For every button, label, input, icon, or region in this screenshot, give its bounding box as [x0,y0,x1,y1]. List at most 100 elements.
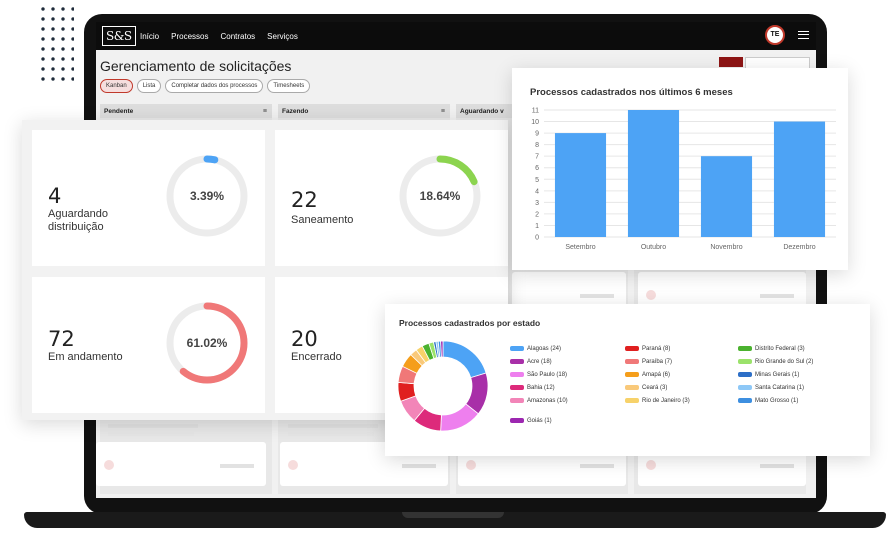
card-status-dot [646,290,656,300]
bar[interactable] [773,121,826,237]
card-text-placeholder [760,294,794,298]
dot-pattern-decoration [38,4,74,84]
y-tick-label: 7 [535,154,539,161]
legend-item[interactable]: Amapá (6) [625,371,670,379]
legend-label: Rio Grande do Sul (2) [755,359,814,365]
main-nav: Início Processos Contratos Serviços [140,22,298,50]
legend-item[interactable]: Acre (18) [510,358,552,366]
legend-item[interactable]: Mato Grosso (1) [738,397,798,405]
kanban-card[interactable] [96,442,266,486]
y-tick-label: 3 [535,200,539,207]
app-logo[interactable]: S&S [102,26,136,46]
legend-label: São Paulo (18) [527,372,568,378]
legend-label: Santa Catarina (1) [755,385,805,391]
donut-chart-panel: Processos cadastrados por estado Alagoas… [385,304,870,456]
column-sort-icon[interactable]: ≡ [262,108,267,115]
stat-label: Saneamento [291,214,354,226]
legend-item[interactable]: Santa Catarina (1) [738,384,804,392]
donut-slice[interactable] [440,340,444,358]
legend-item[interactable]: Distrito Federal (3) [738,345,805,353]
column-title: Aguardando v [460,108,504,115]
tab-completar-dados[interactable]: Completar dados dos processos [165,79,264,93]
legend-label: Paraná (8) [642,346,671,352]
legend-label: Amazonas (10) [527,398,568,404]
nav-item-processos[interactable]: Processos [171,31,209,41]
card-text-placeholder [580,294,614,298]
bar-chart: 0 1 2 3 4 5 6 7 8 9 10 11 Setembro Outubro Novembro Dez… [531,108,836,251]
card-status-dot [104,460,114,470]
legend-swatch [510,384,524,390]
y-tick-label: 1 [535,223,539,230]
primary-action-button[interactable] [719,57,743,67]
legend-item[interactable]: Bahia (12) [510,384,555,392]
card-text-placeholder [108,432,194,436]
legend-swatch [510,397,524,403]
legend-swatch [738,384,752,390]
kanban-card-text [100,418,270,448]
card-text-placeholder [220,464,254,468]
legend-label: Distrito Federal (3) [755,346,805,352]
legend-swatch [738,358,752,364]
legend-item[interactable]: Ceará (3) [625,384,667,392]
legend-label: Bahia (12) [527,385,555,391]
hamburger-menu-icon[interactable] [798,31,809,39]
legend-swatch [738,371,752,377]
bar-chart-panel: Processos cadastrados nos últimos 6 mese… [512,68,848,270]
legend-item[interactable]: Minas Gerais (1) [738,371,799,379]
y-tick-label: 8 [535,142,539,149]
y-tick-label: 11 [532,108,539,115]
tab-timesheets[interactable]: Timesheets [267,79,311,93]
legend-item[interactable]: Rio Grande do Sul (2) [738,358,813,366]
stat-label: Em andamento [48,351,123,363]
column-sort-icon[interactable]: ≡ [440,108,445,115]
stat-percent: 61.02% [186,336,228,350]
nav-item-servicos[interactable]: Serviços [267,31,298,41]
legend-swatch [625,358,639,364]
x-tick-label: Setembro [565,244,595,251]
tab-kanban[interactable]: Kanban [100,79,133,93]
legend-item[interactable]: Paraná (8) [625,345,670,353]
y-tick-label: 0 [535,235,539,242]
legend-swatch [625,384,639,390]
legend-swatch [625,371,639,377]
stat-value: 4 [48,184,62,208]
legend-item[interactable]: Amazonas (10) [510,397,568,405]
nav-item-inicio[interactable]: Início [140,31,160,41]
user-avatar[interactable]: TE [765,25,785,45]
bar[interactable] [554,133,607,237]
legend-swatch [510,371,524,377]
legend-item[interactable]: Alagoas (24) [510,345,561,353]
donut-slice[interactable] [442,340,487,379]
progress-ring-arc [166,155,248,237]
legend-label: Amapá (6) [642,372,671,378]
column-title: Pendente [104,108,134,115]
stat-label: Encerrado [291,351,342,363]
bar[interactable] [700,156,753,237]
legend-label: Alagoas (24) [527,346,562,352]
x-tick-label: Novembro [710,244,742,251]
legend-item[interactable]: São Paulo (18) [510,371,567,379]
progress-ring [166,302,248,384]
donut-chart [397,340,489,432]
stat-card-aguardando[interactable]: 4 Aguardando distribuição 3.39% [32,130,265,266]
bar[interactable] [627,110,680,237]
nav-item-contratos[interactable]: Contratos [220,31,256,41]
legend-label: Paraíba (7) [642,359,673,365]
legend-item[interactable]: Paraíba (7) [625,358,672,366]
stat-card-em-andamento[interactable]: 72 Em andamento 61.02% [32,277,265,413]
progress-ring-arc [166,302,248,384]
y-tick-label: 10 [531,119,539,126]
donut-chart-title: Processos cadastrados por estado [399,318,541,328]
column-header: Pendente ≡ [100,104,272,118]
card-text-placeholder [108,424,198,428]
y-tick-label: 9 [535,131,539,138]
stat-percent: 18.64% [419,189,461,203]
page-title: Gerenciamento de solicitações [100,58,292,74]
stat-percent: 3.39% [189,189,225,203]
stat-card-saneamento[interactable]: 22 Saneamento 18.64% [275,130,508,266]
tab-lista[interactable]: Lista [136,79,162,93]
legend-item[interactable]: Rio de Janeiro (3) [625,397,690,405]
legend-label: Minas Gerais (1) [755,372,800,378]
legend-item[interactable]: Goiás (1) [510,417,552,425]
